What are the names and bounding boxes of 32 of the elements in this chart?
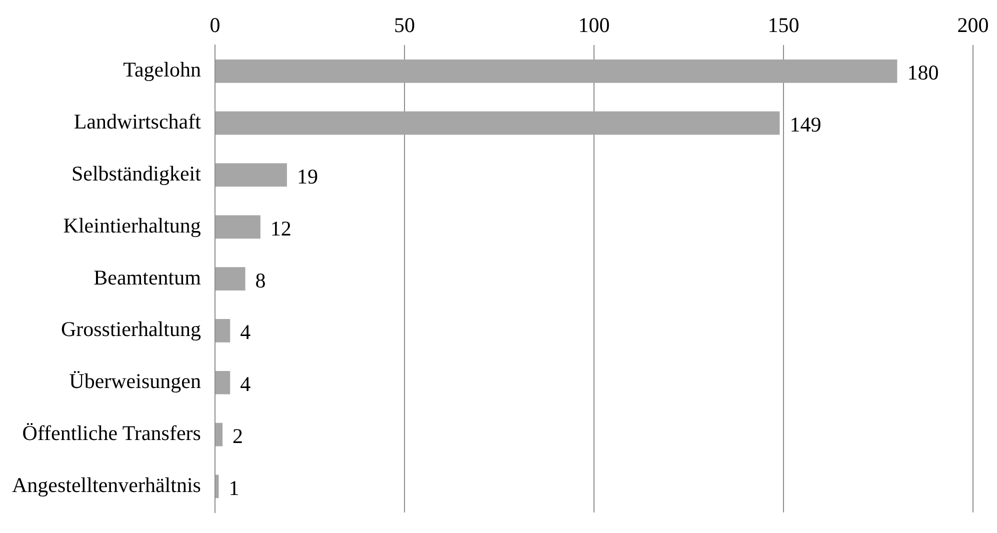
bar [215, 163, 287, 187]
data-label: 19 [296, 164, 318, 188]
y-tick-label: Öffentliche Transfers [22, 421, 201, 446]
y-tick-label: Landwirtschaft [74, 110, 202, 134]
data-label: 2 [232, 424, 244, 448]
y-tick-label: Selbständigkeit [71, 161, 202, 186]
data-label: 4 [240, 320, 252, 344]
x-tick-label: 150 [768, 13, 800, 38]
data-label: 8 [255, 268, 266, 292]
y-tick-label: Überweisungen [69, 369, 202, 394]
y-tick-label: Kleintierhaltung [63, 213, 202, 238]
data-label: 180 [907, 60, 939, 85]
y-tick-label: Beamtentum [94, 265, 201, 290]
bar [215, 474, 219, 498]
x-tick-label: 0 [210, 13, 220, 38]
data-label: 149 [790, 112, 822, 137]
data-label: 12 [270, 216, 292, 240]
data-label: 4 [240, 372, 252, 396]
bar [215, 111, 780, 135]
x-tick-label: 100 [578, 13, 610, 38]
y-tick-label: Grosstierhaltung [60, 317, 202, 342]
y-tick-label: Tagelohn [123, 58, 202, 82]
bar [215, 422, 223, 446]
x-tick-label: 50 [394, 13, 415, 38]
bar [215, 319, 230, 342]
x-tick-label: 200 [957, 13, 989, 38]
data-label: 1 [228, 476, 240, 500]
bar [215, 215, 260, 239]
y-tick-label: Angestelltenverhältnis [12, 472, 201, 497]
bar [215, 267, 246, 290]
bar [215, 370, 230, 394]
bar [215, 59, 898, 83]
